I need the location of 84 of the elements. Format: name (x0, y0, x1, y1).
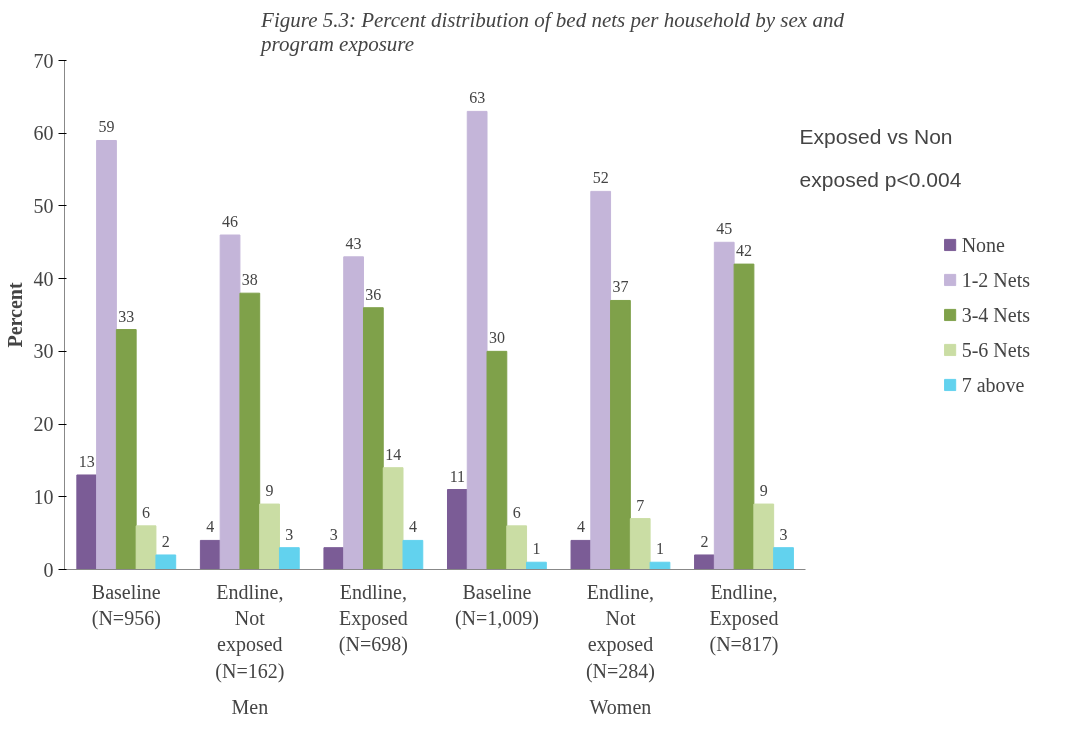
legend-label: 7 above (961, 373, 1025, 396)
bar (713, 241, 735, 570)
bar (733, 263, 755, 570)
data-label: 4 (576, 518, 585, 536)
y-tick-label: 60 (33, 122, 54, 145)
bar (115, 329, 137, 570)
bar (239, 292, 261, 570)
bar (259, 503, 280, 570)
bar (382, 467, 404, 570)
x-tick-label: Baseline (N=956) (91, 580, 161, 630)
data-label: 4 (206, 518, 215, 536)
data-label: 46 (222, 213, 239, 231)
data-label: 11 (449, 467, 466, 485)
bar (343, 256, 364, 570)
legend-label: 1-2 Nets (961, 268, 1030, 291)
bar (570, 539, 592, 570)
y-tick-label: 40 (33, 267, 54, 290)
chart-title: Figure 5.3: Percent distribution of bed nets per household by sex and program exposure (259, 7, 845, 56)
x-tick-label: Endline, Exposed (N=817) (709, 580, 779, 657)
bar (323, 547, 345, 570)
legend-label: None (961, 233, 1005, 256)
y-tick-label: 30 (33, 340, 54, 363)
data-label: 45 (716, 220, 733, 238)
x-tick-label: Endline, Not exposed (N=162) (215, 580, 285, 683)
bar (155, 554, 177, 570)
bar (526, 561, 547, 570)
bar (362, 307, 384, 570)
bar (694, 554, 715, 570)
data-label: 9 (265, 482, 274, 500)
data-label: 13 (78, 452, 95, 470)
data-label: 1 (655, 540, 664, 558)
y-axis-title: Percent (3, 282, 26, 348)
x-tick-label: Endline, Exposed (N=698) (338, 580, 408, 657)
bar (466, 110, 488, 570)
data-label: 52 (592, 169, 609, 187)
data-label: 38 (241, 271, 258, 289)
bar (486, 350, 508, 570)
data-label: 36 (365, 285, 382, 303)
bar (199, 539, 221, 570)
bar (610, 299, 631, 570)
bar (773, 547, 794, 570)
bar (219, 234, 241, 570)
bar (402, 539, 424, 570)
text: Men (231, 695, 269, 718)
data-label: 63 (469, 89, 486, 107)
data-label: 4 (408, 518, 417, 536)
bar (278, 547, 300, 570)
data-label: 6 (512, 503, 521, 521)
legend-label: 5-6 Nets (961, 338, 1030, 361)
bar (649, 561, 671, 570)
bar (506, 525, 528, 570)
bar (76, 474, 98, 570)
text: Women (589, 695, 652, 718)
data-label: 42 (735, 242, 752, 260)
data-label: 9 (759, 482, 768, 500)
y-tick-label: 20 (33, 413, 54, 436)
bar (753, 503, 775, 570)
y-tick-label: 0 (43, 558, 54, 581)
y-tick-label: 10 (33, 485, 54, 508)
bar (135, 525, 157, 570)
data-label: 2 (161, 532, 170, 550)
data-label: 14 (385, 445, 402, 463)
data-label: 43 (345, 234, 362, 252)
data-label: 7 (636, 496, 645, 514)
bar (446, 489, 468, 570)
y-tick-label: 70 (33, 49, 54, 72)
data-label: 37 (612, 278, 629, 296)
data-label: 30 (488, 329, 505, 347)
data-label: 6 (142, 503, 151, 521)
data-label: 3 (779, 525, 788, 543)
x-tick-label: Endline, Not exposed (N=284) (585, 580, 655, 683)
y-tick-label: 50 (33, 194, 54, 217)
data-label: 3 (285, 525, 294, 543)
data-label: 33 (118, 307, 135, 325)
data-label: 59 (98, 118, 115, 136)
annotation: Exposed vs Non exposed p<0.004 (799, 124, 962, 192)
bar (590, 190, 612, 570)
data-label: 2 (700, 532, 709, 550)
bar (629, 518, 651, 570)
bar (96, 139, 117, 570)
legend-label: 3-4 Nets (961, 303, 1030, 326)
data-label: 3 (329, 525, 338, 543)
data-label: 1 (532, 540, 541, 558)
x-tick-label: Baseline (N=1,009) (454, 580, 539, 630)
